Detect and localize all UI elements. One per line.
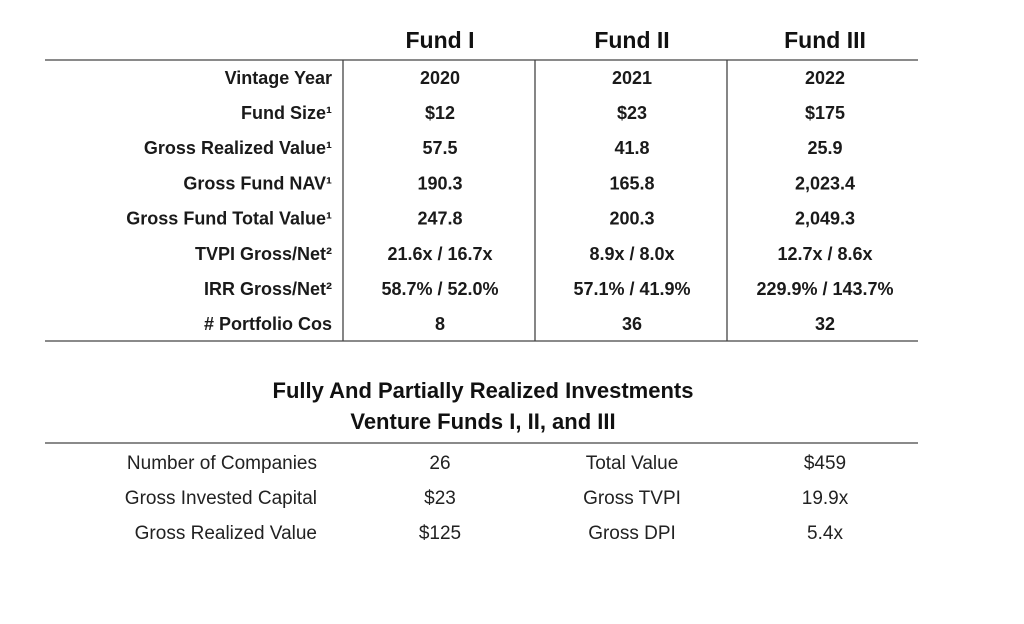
cell-value: 36 [622, 314, 642, 334]
row-label: Gross Fund Total Value¹ [126, 209, 332, 229]
cell-value: $12 [425, 103, 455, 123]
cell-value: 2021 [612, 68, 652, 88]
section-title: Fully And Partially Realized Investments [273, 378, 694, 403]
row-label: IRR Gross/Net² [204, 279, 332, 299]
summary-label: Gross DPI [588, 523, 676, 544]
summary-label: Number of Companies [127, 453, 317, 474]
cell-value: 2,049.3 [795, 209, 855, 229]
cell-value: 57.5 [422, 138, 457, 158]
cell-value: 12.7x / 8.6x [777, 244, 872, 264]
cell-value: 32 [815, 314, 835, 334]
cell-value: 8.9x / 8.0x [589, 244, 674, 264]
row-label: Gross Fund NAV¹ [183, 173, 332, 193]
cell-value: 165.8 [609, 173, 654, 193]
row-label: TVPI Gross/Net² [195, 244, 332, 264]
row-label: Fund Size¹ [241, 103, 332, 123]
summary-value: $459 [804, 453, 846, 474]
summary-label: Gross Realized Value [135, 523, 317, 544]
cell-value: 2,023.4 [795, 173, 855, 193]
cell-value: $175 [805, 103, 845, 123]
summary-label: Gross Invested Capital [125, 488, 317, 509]
cell-value: 41.8 [614, 138, 649, 158]
cell-value: 247.8 [417, 209, 462, 229]
cell-value: 2022 [805, 68, 845, 88]
summary-value: 5.4x [807, 523, 843, 544]
column-header: Fund I [406, 27, 475, 53]
summary-value: 19.9x [802, 488, 849, 509]
summary-value: 26 [429, 453, 450, 474]
cell-value: 25.9 [807, 138, 842, 158]
cell-value: 57.1% / 41.9% [573, 279, 690, 299]
cell-value: 190.3 [417, 173, 462, 193]
cell-value: 229.9% / 143.7% [756, 279, 893, 299]
cell-value: $23 [617, 103, 647, 123]
column-header: Fund III [784, 27, 866, 53]
cell-value: 58.7% / 52.0% [381, 279, 498, 299]
summary-value: $125 [419, 523, 461, 544]
cell-value: 200.3 [609, 209, 654, 229]
summary-label: Gross TVPI [583, 488, 681, 509]
column-header: Fund II [594, 27, 669, 53]
cell-value: 21.6x / 16.7x [387, 244, 492, 264]
section-title: Venture Funds I, II, and III [350, 409, 615, 434]
summary-value: $23 [424, 488, 456, 509]
summary-label: Total Value [586, 453, 679, 474]
cell-value: 2020 [420, 68, 460, 88]
row-label: Vintage Year [225, 68, 332, 88]
cell-value: 8 [435, 314, 445, 334]
row-label: # Portfolio Cos [204, 314, 332, 334]
row-label: Gross Realized Value¹ [144, 138, 332, 158]
